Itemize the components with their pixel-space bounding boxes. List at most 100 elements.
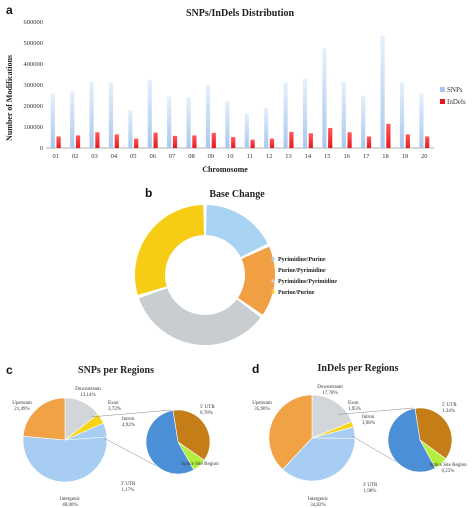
x-tick-labels: 01 02 03 04 05 06 07 08 09 10 11 12 13 14 15 16 17 18 19 20 xyxy=(52,153,427,160)
x-tick-label: 20 xyxy=(421,153,428,160)
indel-bar xyxy=(95,132,100,148)
indel-bar xyxy=(250,139,255,148)
pie-label-value: 21,49% xyxy=(14,407,29,412)
panel-b: b Base Change Pyrimidine/Purine Purine/Py… xyxy=(135,186,337,345)
pie-label: Exon 1,95% xyxy=(348,401,361,412)
pie-slice xyxy=(268,394,313,470)
sub-pie-label-value: 1,98% xyxy=(364,489,377,494)
x-tick-label: 02 xyxy=(72,153,79,160)
sub-pie-label-value: 0,25% xyxy=(442,469,455,474)
snp-bar xyxy=(186,97,191,148)
snp-bar xyxy=(147,79,152,148)
pie-label: Upstream 35,90% xyxy=(252,401,272,412)
snp-bar xyxy=(341,81,346,148)
snp-bar xyxy=(128,110,133,148)
indel-bar xyxy=(211,132,216,148)
sub-pie-label: Splice Site Region 0,25% xyxy=(429,463,467,474)
indel-bar xyxy=(153,132,158,148)
snp-bar xyxy=(225,100,230,148)
pie-label: Exon 3,72% xyxy=(108,401,121,412)
pie-slice xyxy=(282,437,356,482)
x-tick-label: 06 xyxy=(149,153,156,160)
y-tick-label: 600000 xyxy=(24,19,44,26)
legend-dot xyxy=(271,279,275,283)
pie-label-name: Exon xyxy=(348,401,359,406)
pie-label: Intergenic 34,82% xyxy=(308,497,329,508)
indel-bar xyxy=(114,134,119,148)
sub-pie-slice xyxy=(387,408,436,473)
sub-pie-label-name: 3' UTR xyxy=(363,483,378,488)
x-axis-title: Chromosome xyxy=(202,165,248,174)
pie-label-value: 34,82% xyxy=(310,503,325,508)
pie-label-value: 17,78% xyxy=(322,391,337,396)
legend-dot xyxy=(271,268,275,272)
pie-label: Downstream 17,78% xyxy=(317,385,343,396)
snp-bar xyxy=(322,48,327,148)
x-tick-label: 04 xyxy=(111,153,118,160)
connector-line xyxy=(91,409,172,418)
panel-a: a SNPs/InDels Distribution Number of Mod… xyxy=(5,3,466,174)
snp-bar xyxy=(361,95,366,148)
pie-label-name: Intergenic xyxy=(60,497,81,502)
legend-swatch-1 xyxy=(440,99,445,104)
panel-letter-b: b xyxy=(145,186,152,200)
bar-chart-title: SNPs/InDels Distribution xyxy=(186,8,295,19)
pie-label-name: Upstream xyxy=(12,401,32,406)
panel-letter-d: d xyxy=(252,362,259,376)
pie-label-value: 4,92% xyxy=(122,423,135,428)
y-tick-label: 400000 xyxy=(24,61,44,68)
x-tick-label: 18 xyxy=(382,153,389,160)
x-tick-label: 13 xyxy=(285,153,292,160)
snp-bar xyxy=(380,35,385,148)
y-tick-label: 100000 xyxy=(24,124,44,131)
pie-label-value: 48,00% xyxy=(62,503,77,508)
panel-c: c SNPs per Regions Downstream 13,14%Exon 3… xyxy=(6,363,219,508)
pie-label-value: 1,95% xyxy=(348,407,361,412)
panel-letter-c: c xyxy=(6,363,13,377)
pie-label: Intergenic 48,00% xyxy=(60,497,81,508)
sub-pie-label: 5' UTR 0,78% xyxy=(200,405,215,416)
panel-letter-a: a xyxy=(6,3,13,17)
legend-label: Purine/Pyrimidine xyxy=(278,268,326,274)
sub-pie-label: 3' UTR 1,98% xyxy=(363,483,378,494)
sub-pie-label-name: 5' UTR xyxy=(200,405,215,410)
x-tick-label: 14 xyxy=(305,153,312,160)
panel-d: d InDels per Regions Downstream 17,78% Exo… xyxy=(252,362,467,508)
pie-label: Intron 4,92% xyxy=(122,417,135,428)
sub-pie-label: 5' UTR 1,34% xyxy=(442,403,457,414)
y-tick-label: 500000 xyxy=(24,40,44,47)
indel-bar xyxy=(269,138,275,148)
donut-slice xyxy=(205,205,268,258)
x-tick-label: 01 xyxy=(52,153,59,160)
pie-label-name: Downstream xyxy=(317,385,343,390)
snp-bar xyxy=(205,85,211,148)
x-tick-label: 17 xyxy=(363,153,370,160)
sub-pie-slice xyxy=(172,409,211,461)
snp-bar xyxy=(244,113,249,148)
y-tick-label: 300000 xyxy=(24,82,44,89)
donut-slice xyxy=(237,246,275,315)
pie-label: Intron 3,98% xyxy=(362,415,375,426)
sub-pie-label-name: Splice Site Region xyxy=(429,463,467,468)
indel-region-pie: Downstream 17,78% Exon 1,95%Intron 3,98% Inte… xyxy=(252,385,467,508)
legend-swatch-0 xyxy=(440,87,445,92)
y-axis-title: Number of Modifications xyxy=(5,55,14,141)
indel-bar xyxy=(308,133,313,148)
indel-bar xyxy=(75,135,81,148)
sub-pie-label: 3' UTR 1,17% xyxy=(121,482,136,493)
snp-bar xyxy=(167,96,172,148)
pie-label-name: Intron xyxy=(122,417,135,422)
pie-slice xyxy=(22,397,66,441)
snp-bar xyxy=(419,93,424,148)
y-tick-labels: 0 100000 200000 300000 400000 500000 600000 xyxy=(24,19,44,152)
pie-label-name: Downstream xyxy=(75,387,101,392)
sub-pie-label-name: Splice Site Region xyxy=(181,462,219,467)
x-tick-label: 10 xyxy=(227,153,234,160)
x-tick-label: 05 xyxy=(130,153,137,160)
indel-bar xyxy=(172,135,178,148)
snp-bar xyxy=(264,108,269,148)
sub-pie-label-name: 3' UTR xyxy=(121,482,136,487)
pie-label-name: Exon xyxy=(108,401,119,406)
sub-pie-label-value: 0,78% xyxy=(200,411,213,416)
